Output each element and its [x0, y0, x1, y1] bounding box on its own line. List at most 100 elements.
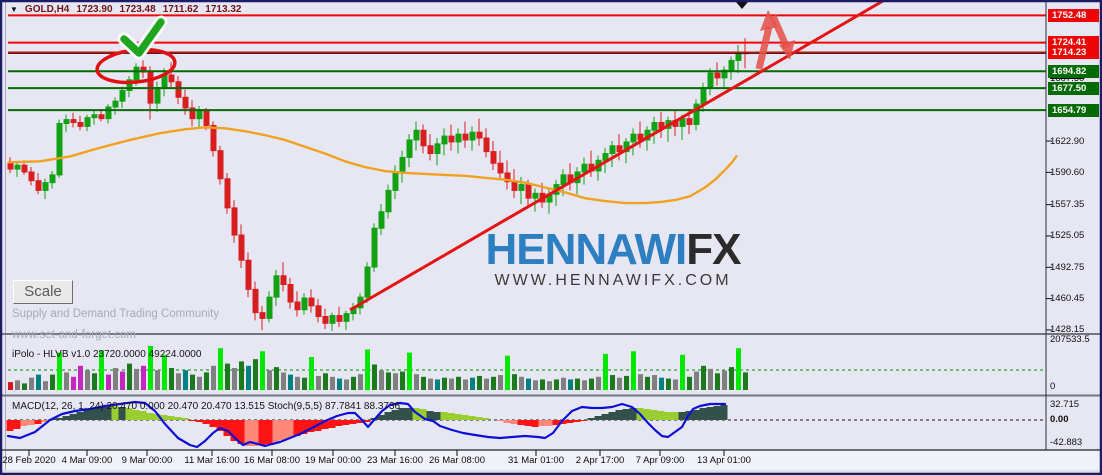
candle-down: [189, 107, 196, 120]
macd-histogram-bar: [643, 409, 651, 420]
candle-down: [182, 96, 189, 109]
candle-down: [168, 74, 175, 83]
volume-bar: [575, 378, 580, 390]
macd-histogram-bar: [202, 420, 210, 424]
macd-histogram-bar: [461, 415, 469, 420]
macd-histogram-bar: [118, 407, 126, 420]
time-label: 26 Mar 08:00: [429, 455, 485, 466]
macd-histogram-bar: [188, 420, 196, 421]
candle-up: [91, 114, 98, 119]
candle-down: [203, 110, 210, 126]
ohlc-open: 1723.90: [76, 4, 113, 15]
candle-up: [413, 129, 420, 141]
macd-histogram-bar: [244, 420, 252, 446]
time-label: 2 Apr 17:00: [575, 455, 625, 466]
macd-histogram-bar: [132, 410, 140, 420]
candle-up: [301, 297, 308, 311]
candle-down: [294, 301, 301, 311]
candle-up: [56, 122, 63, 176]
volume-bar: [211, 365, 216, 390]
volume-bar: [407, 352, 412, 390]
candle-up: [532, 192, 539, 199]
macd-histogram-bar: [433, 412, 441, 420]
candle-down: [462, 133, 469, 141]
candle-up: [63, 119, 70, 124]
candle-down: [28, 171, 35, 182]
macd-histogram-bar: [587, 418, 595, 420]
candle-up: [371, 227, 378, 268]
candle-up: [518, 184, 525, 191]
candle-down: [420, 129, 427, 147]
macd-panel-label: MACD(12, 26, 1, 24) 20.470 0.000 20.470 …: [12, 401, 401, 412]
volume-bar: [414, 374, 419, 390]
volume-bar: [176, 373, 181, 390]
volume-bar: [148, 346, 153, 390]
volume-bar: [435, 379, 440, 390]
candle-up: [707, 72, 714, 89]
volume-bar: [183, 370, 188, 390]
price-tick-label: 1492.75: [1050, 261, 1085, 273]
candle-down: [322, 316, 329, 324]
volume-bar: [631, 351, 636, 390]
time-marker-triangle: [736, 2, 748, 9]
volume-bar: [379, 370, 384, 390]
time-label: 4 Mar 09:00: [61, 455, 113, 466]
volume-bar: [281, 372, 286, 390]
macd-histogram-bar: [482, 418, 490, 420]
volume-bar: [71, 376, 76, 390]
volume-bar: [99, 350, 104, 390]
macd-histogram-bar: [706, 407, 714, 420]
volume-bar: [561, 377, 566, 390]
indicator-scale-label: 32.715: [1050, 399, 1080, 410]
volume-bar: [617, 377, 622, 390]
macd-histogram-bar: [447, 413, 455, 420]
candle-down: [308, 297, 315, 307]
indicator-scale-label: 207533.5: [1050, 334, 1090, 345]
volume-bar: [477, 375, 482, 390]
volume-bar: [141, 365, 146, 390]
time-label: 16 Mar 08:00: [244, 455, 300, 466]
volume-bar: [519, 376, 524, 390]
candle-down: [525, 184, 532, 199]
volume-bar: [603, 353, 608, 390]
scale-button[interactable]: Scale: [13, 280, 73, 304]
volume-bar: [680, 354, 685, 390]
volume-bar: [344, 379, 349, 390]
volume-bar: [589, 378, 594, 390]
volume-bar: [421, 376, 426, 390]
time-axis[interactable]: 28 Feb 2020 4 Mar 09:00 9 Mar 00:00 11 Mar …: [0, 450, 1046, 470]
volume-bar: [372, 364, 377, 390]
macd-histogram-bar: [146, 413, 154, 420]
macd-histogram-bar: [272, 420, 280, 442]
candle-down: [175, 81, 182, 98]
macd-histogram-bar: [293, 420, 301, 436]
macd-histogram-bar: [251, 420, 259, 446]
volume-bar: [428, 378, 433, 390]
indicator-scale-label: 0: [1050, 381, 1056, 392]
volume-bar: [260, 351, 265, 390]
volume-bar: [15, 380, 20, 390]
candle-up: [84, 117, 91, 127]
candle-down: [7, 162, 14, 170]
price-line-label: 1654.79: [1048, 103, 1099, 117]
moving-average-line: [7, 126, 738, 205]
volume-bar: [659, 377, 664, 390]
candle-down: [224, 178, 231, 209]
volume-bar: [491, 376, 496, 390]
volume-bar: [57, 352, 62, 390]
macd-histogram-bar: [27, 420, 35, 425]
macd-histogram-bar: [405, 408, 413, 420]
time-label: 13 Apr 01:00: [697, 455, 751, 466]
volume-bar: [337, 378, 342, 390]
price-scale[interactable]: 1687.50 1752.48 1724.41 1714.23 1694.82 1677.…: [1047, 0, 1102, 470]
candle-up: [266, 296, 273, 319]
candle-up: [560, 174, 567, 186]
volume-bar: [512, 374, 517, 390]
macd-histogram-bar: [713, 406, 721, 420]
brand-watermark-url: WWW.HENNAWIFX.COM: [494, 272, 732, 289]
price-tick-label: 1428.15: [1050, 324, 1085, 336]
candle-down: [497, 162, 504, 174]
symbol-dropdown-icon[interactable]: ▼: [10, 5, 18, 14]
candle-up: [126, 79, 133, 92]
